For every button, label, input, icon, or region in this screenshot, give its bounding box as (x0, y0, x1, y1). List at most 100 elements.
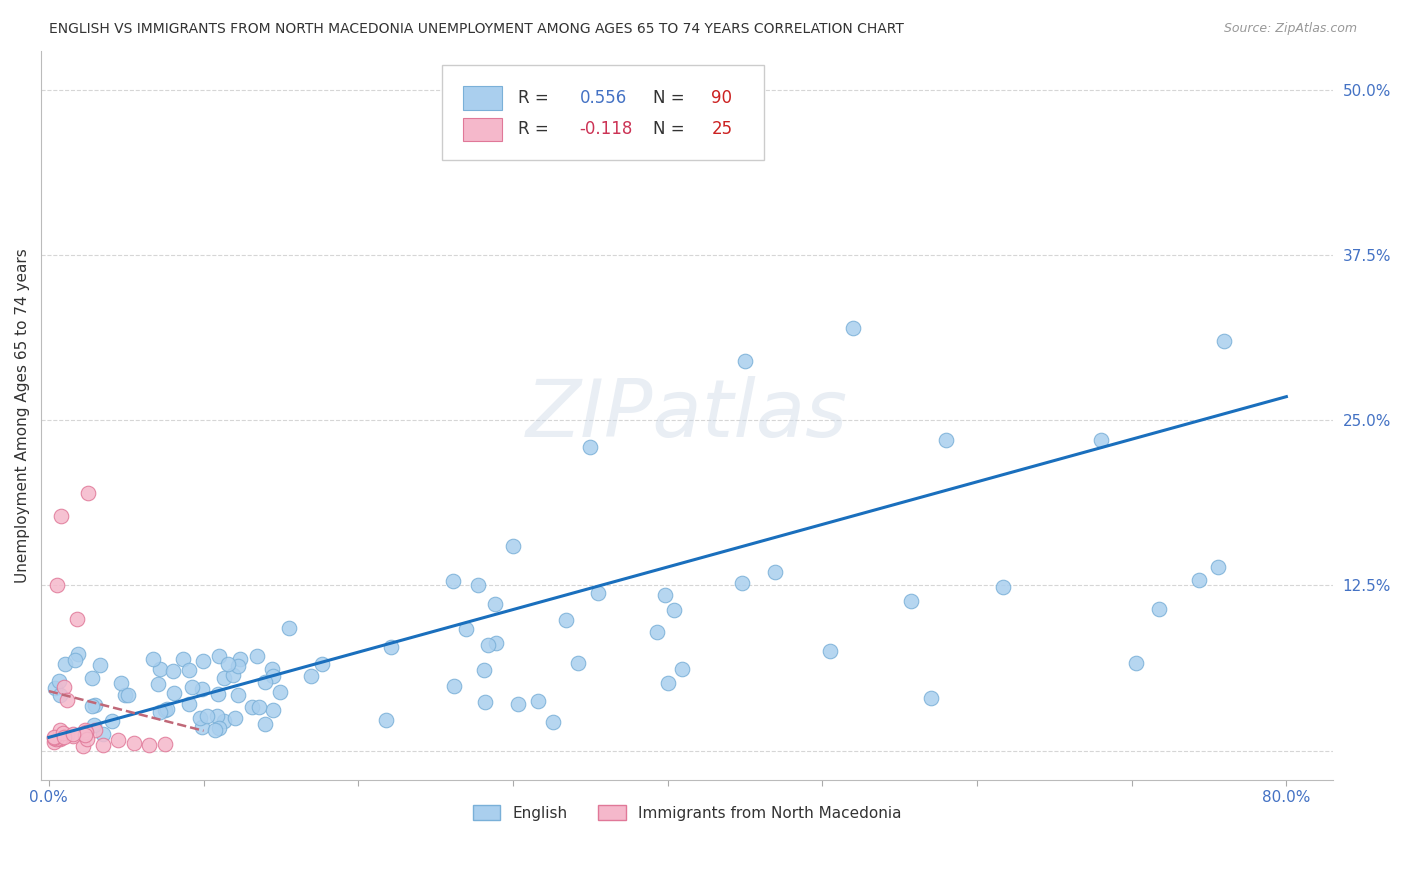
Point (82, 698, 104, 713)
Point (900, 594, 922, 608)
Point (253, 674, 276, 689)
Point (48, 732, 70, 747)
Point (56, 693, 79, 707)
Point (75, 725, 97, 739)
Point (818, 644, 841, 658)
Point (45, 732, 67, 747)
Point (472, 663, 495, 677)
Text: N =: N = (654, 120, 690, 138)
Point (454, 623, 477, 637)
Point (226, 688, 249, 702)
Point (101, 714, 124, 728)
Point (188, 711, 211, 725)
Point (62, 727, 84, 741)
Point (278, 621, 301, 635)
Point (734, 354, 756, 368)
Point (114, 689, 136, 703)
Point (993, 580, 1015, 594)
Point (177, 698, 200, 712)
Point (45, 578, 67, 592)
FancyBboxPatch shape (441, 65, 765, 160)
Point (228, 652, 250, 666)
Point (226, 659, 249, 673)
Text: 0.556: 0.556 (579, 89, 627, 107)
Point (1125, 656, 1147, 670)
Point (1147, 602, 1170, 616)
Point (246, 648, 269, 663)
Point (247, 700, 270, 714)
Point (138, 738, 160, 752)
Legend: English, Immigrants from North Macedonia: English, Immigrants from North Macedonia (467, 798, 907, 827)
Point (191, 654, 214, 668)
Point (485, 636, 508, 650)
Point (181, 681, 204, 695)
Point (1188, 573, 1211, 587)
Text: -0.118: -0.118 (579, 120, 633, 138)
Point (269, 684, 291, 698)
Point (48, 688, 70, 702)
Point (66, 611, 89, 625)
Point (205, 709, 228, 723)
Point (122, 736, 145, 750)
Point (53, 680, 76, 694)
Point (48, 674, 70, 689)
Point (579, 440, 602, 454)
Point (527, 694, 550, 708)
Point (645, 625, 668, 640)
FancyBboxPatch shape (464, 87, 502, 110)
Point (177, 663, 200, 677)
Point (84, 698, 107, 712)
Point (83, 718, 105, 732)
Point (149, 705, 172, 719)
Point (89, 657, 111, 672)
Point (920, 690, 942, 705)
Point (110, 676, 132, 690)
Point (162, 665, 184, 679)
Point (502, 539, 524, 553)
Point (262, 669, 284, 683)
Point (654, 588, 676, 602)
Point (107, 732, 129, 747)
Point (44, 734, 66, 748)
Point (72, 739, 94, 753)
Point (443, 679, 465, 693)
Point (224, 711, 246, 725)
Point (48, 723, 70, 737)
Point (91, 727, 114, 741)
Point (217, 657, 239, 671)
Point (66, 647, 89, 661)
Point (467, 578, 489, 592)
Point (375, 713, 398, 727)
Text: ENGLISH VS IMMIGRANTS FROM NORTH MACEDONIA UNEMPLOYMENT AMONG AGES 65 TO 74 YEAR: ENGLISH VS IMMIGRANTS FROM NORTH MACEDON… (49, 22, 904, 37)
Point (554, 613, 576, 627)
Point (191, 681, 214, 696)
Point (1090, 434, 1112, 448)
Point (76, 732, 98, 747)
FancyBboxPatch shape (464, 118, 502, 141)
Point (42, 731, 65, 745)
Point (763, 565, 786, 579)
Text: N =: N = (654, 89, 690, 107)
Point (49, 731, 72, 745)
Point (52, 726, 75, 740)
Point (155, 704, 177, 718)
Point (163, 686, 186, 700)
Point (657, 676, 679, 690)
Point (62, 729, 84, 743)
Point (311, 657, 333, 672)
Point (253, 717, 276, 731)
Point (172, 652, 194, 666)
Point (75, 723, 97, 737)
Point (543, 715, 565, 730)
Point (671, 662, 693, 676)
Point (146, 676, 169, 690)
Point (1208, 560, 1230, 574)
Point (55, 728, 77, 742)
Point (44, 731, 66, 745)
Point (567, 656, 589, 670)
Point (208, 649, 231, 664)
Point (588, 586, 610, 600)
Point (53, 657, 76, 672)
Point (84, 723, 107, 737)
Point (506, 697, 529, 711)
